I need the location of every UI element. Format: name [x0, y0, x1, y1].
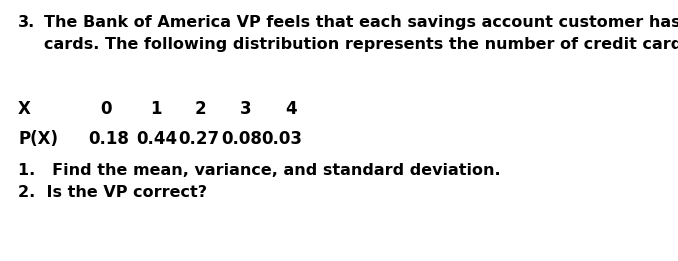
Text: 4: 4: [285, 100, 297, 118]
Text: 0: 0: [100, 100, 111, 118]
Text: 2: 2: [195, 100, 207, 118]
Text: 0.27: 0.27: [178, 130, 219, 148]
Text: X: X: [18, 100, 31, 118]
Text: cards. The following distribution represents the number of credit cards people o: cards. The following distribution repres…: [44, 37, 678, 52]
Text: 0.44: 0.44: [136, 130, 177, 148]
Text: 3.: 3.: [18, 15, 35, 30]
Text: 0.08: 0.08: [221, 130, 262, 148]
Text: 0.18: 0.18: [88, 130, 129, 148]
Text: 0.03: 0.03: [261, 130, 302, 148]
Text: P(X): P(X): [18, 130, 58, 148]
Text: 2.  Is the VP correct?: 2. Is the VP correct?: [18, 185, 207, 200]
Text: 1: 1: [150, 100, 161, 118]
Text: 1.   Find the mean, variance, and standard deviation.: 1. Find the mean, variance, and standard…: [18, 163, 500, 178]
Text: 3: 3: [240, 100, 252, 118]
Text: The Bank of America VP feels that each savings account customer has, on average,: The Bank of America VP feels that each s…: [44, 15, 678, 30]
